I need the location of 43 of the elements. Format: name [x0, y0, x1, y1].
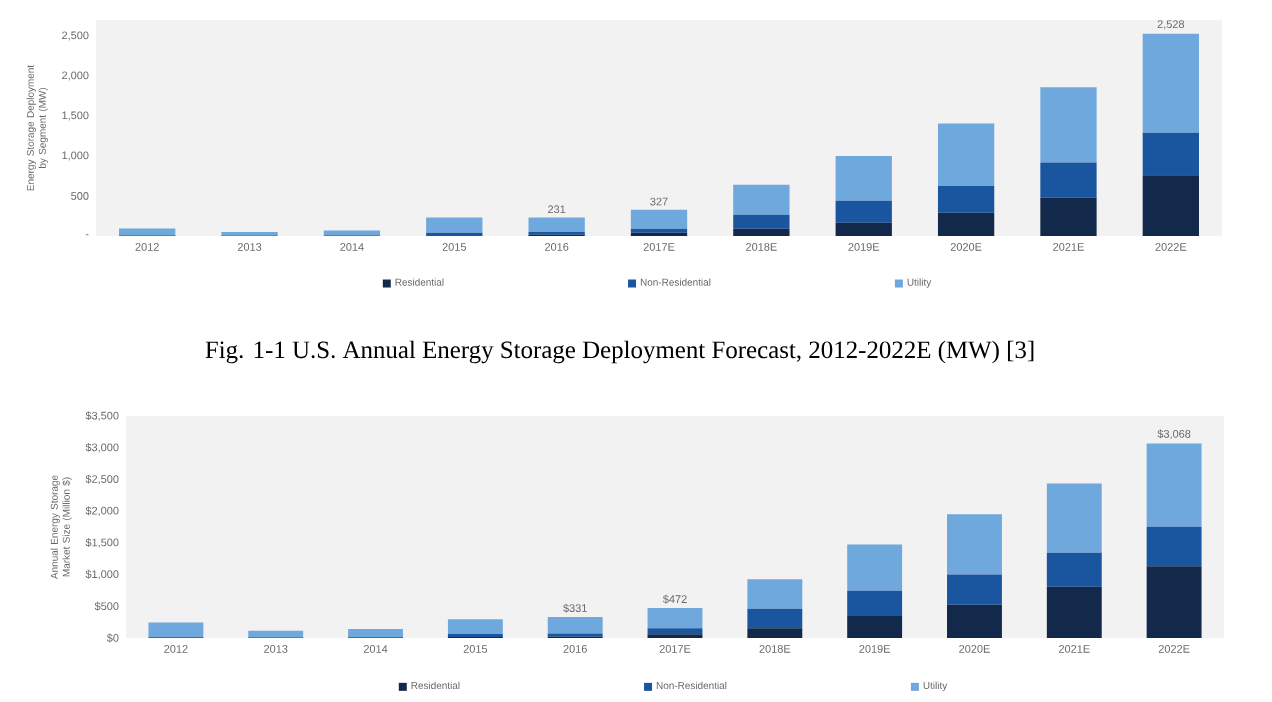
bar [847, 616, 903, 638]
bar [547, 617, 603, 634]
bar [426, 217, 483, 233]
bar [647, 628, 703, 635]
bar [847, 544, 903, 591]
bar [835, 222, 892, 236]
bar [647, 608, 703, 629]
bar [847, 590, 903, 617]
bar [733, 228, 790, 236]
bar [323, 230, 381, 236]
bar [747, 579, 803, 609]
caption: Fig. 1-1 U.S. Annual Energy Storage Deployment Forecast, 2012-2022E (MW) [3] [205, 340, 1034, 364]
bar [1146, 526, 1202, 567]
bar [937, 212, 995, 236]
bar [1046, 552, 1102, 587]
bar [1040, 87, 1097, 163]
bar [937, 123, 995, 186]
bar [937, 186, 995, 213]
bar [947, 514, 1002, 575]
bar [1142, 175, 1199, 236]
bar [733, 184, 790, 215]
bar [835, 200, 892, 223]
bar [733, 214, 790, 229]
bar [1146, 443, 1202, 527]
bar [148, 622, 204, 638]
bar [1146, 566, 1202, 638]
bar [447, 619, 503, 634]
bar [747, 628, 803, 638]
bar [119, 228, 176, 236]
bar [835, 156, 892, 201]
bar [1046, 483, 1102, 553]
bar [528, 217, 585, 232]
bar [1040, 162, 1097, 198]
bar [348, 629, 403, 637]
bar [947, 604, 1002, 638]
bar [630, 209, 688, 229]
bar [1142, 132, 1199, 176]
bar [1046, 586, 1102, 638]
bar [947, 574, 1002, 605]
bar [1142, 33, 1199, 133]
bar [248, 630, 304, 638]
bar [747, 608, 803, 629]
bar [1040, 197, 1097, 236]
